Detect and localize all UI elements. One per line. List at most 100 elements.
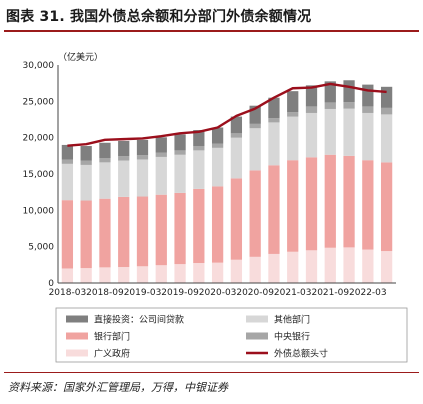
bar-segment-1-10 [249,170,261,257]
bar-segment-1-13 [305,157,318,251]
bar-segment-3-0 [61,159,74,164]
bar-segment-1-8 [211,186,224,263]
bar-segment-0-10 [249,256,261,283]
x-tick-label: 2020-09 [236,288,274,298]
bar-segment-0-5 [155,265,167,283]
bar-segment-0-6 [174,264,186,283]
bar-segment-4-12 [287,91,299,113]
bar-segment-1-17 [380,162,393,252]
bar-segment-0-2 [99,267,111,283]
bar-segment-0-13 [305,250,318,283]
y-tick-label: 0 [48,279,54,289]
bar-segment-3-8 [211,143,224,148]
bar-segment-3-13 [305,106,318,113]
bar-segment-1-2 [99,198,111,268]
y-axis-unit-label: （亿美元） [58,51,103,63]
bar-segment-4-17 [380,86,393,108]
y-tick-label: 25,000 [23,97,55,107]
legend-label: 外债总额头寸 [274,348,328,360]
bar-segment-3-10 [249,123,261,129]
bar-segment-4-13 [305,85,318,107]
bar-segment-4-8 [211,127,224,144]
x-tick-label: 2019-03 [124,288,162,298]
bar-segment-2-7 [193,150,205,189]
bar-segment-3-3 [118,156,130,161]
bar-segment-3-1 [80,160,92,165]
bar-segment-2-8 [211,147,224,187]
y-axis-ticks: 0 5,000 10,000 15,000 20,000 25,000 30,000 [23,61,59,289]
bar-segment-1-5 [155,194,167,266]
stacked-bar-chart: （亿美元） 0 5,000 10,000 15,000 20,000 25,000 30,0… [23,51,408,363]
bar-segment-0-17 [380,251,393,283]
bar-segment-2-12 [287,116,299,161]
bar-segment-4-15 [343,80,355,103]
bar-segment-2-14 [324,108,336,155]
legend-label: 中央银行 [274,331,310,343]
bar-segment-4-3 [118,140,130,157]
bar-segment-2-17 [380,114,393,163]
source-divider [4,372,419,373]
x-tick-label: 2018-09 [86,288,124,298]
bar-segment-1-3 [118,196,130,268]
bar-segment-2-5 [155,156,167,195]
total-line-group [67,82,387,147]
bar-segment-4-16 [362,84,374,107]
total-debt-line [67,82,387,147]
bars-group [61,80,393,283]
bar-segment-2-2 [99,162,111,199]
bar-segment-4-9 [230,116,243,134]
bar-segment-3-5 [155,152,167,157]
bar-segment-0-7 [193,263,205,283]
x-tick-label: 2021-03 [274,288,312,298]
bar-segment-4-2 [99,142,111,159]
bar-segment-2-15 [343,108,355,156]
bar-segment-1-0 [61,200,74,269]
bar-segment-0-4 [136,266,149,283]
bar-segment-4-0 [61,144,74,160]
x-tick-label: 2019-09 [161,288,199,298]
bar-segment-1-7 [193,188,205,264]
bar-segment-0-11 [268,253,280,283]
bar-segment-3-11 [268,118,280,123]
legend-label: 其他部门 [274,314,310,326]
legend-label: 广义政府 [94,348,130,360]
x-tick-label: 2022-03 [349,288,387,298]
bar-segment-3-2 [99,158,111,163]
legend-swatch-3 [246,332,268,340]
bar-segment-0-3 [118,267,130,283]
bar-segment-1-4 [136,196,149,267]
bar-segment-4-5 [155,137,167,153]
bar-segment-4-7 [193,130,205,147]
bar-segment-0-1 [80,268,92,283]
y-tick-label: 15,000 [23,170,55,180]
bar-segment-2-6 [174,154,186,193]
bar-segment-3-4 [136,155,149,160]
bar-segment-2-13 [305,112,318,158]
bar-segment-4-14 [324,81,336,103]
y-tick-label: 20,000 [23,134,55,144]
bar-segment-0-0 [61,268,74,283]
bar-segment-1-1 [80,200,92,269]
source-note: 资料来源：国家外汇管理局，万得，中银证券 [8,381,228,394]
y-tick-label: 5,000 [28,243,54,253]
x-tick-label: 2021-09 [311,288,349,298]
legend-label: 银行部门 [94,331,130,343]
bar-segment-1-11 [268,165,280,254]
bar-segment-0-12 [287,251,299,283]
bar-segment-0-15 [343,247,355,283]
title-divider [4,30,419,32]
bar-segment-2-0 [61,163,74,201]
bar-segment-2-10 [249,128,261,171]
bar-segment-1-16 [362,160,374,250]
bar-segment-0-8 [211,262,224,283]
legend-label: 直接投资：公司间贷款 [94,314,184,326]
bar-segment-3-12 [287,112,299,117]
bar-segment-1-12 [287,160,299,252]
bar-segment-1-6 [174,192,186,265]
bar-segment-4-11 [268,97,280,119]
bar-segment-3-6 [174,150,186,155]
bar-segment-2-9 [230,137,243,179]
bar-segment-4-10 [249,105,261,124]
bar-segment-3-14 [324,102,336,109]
